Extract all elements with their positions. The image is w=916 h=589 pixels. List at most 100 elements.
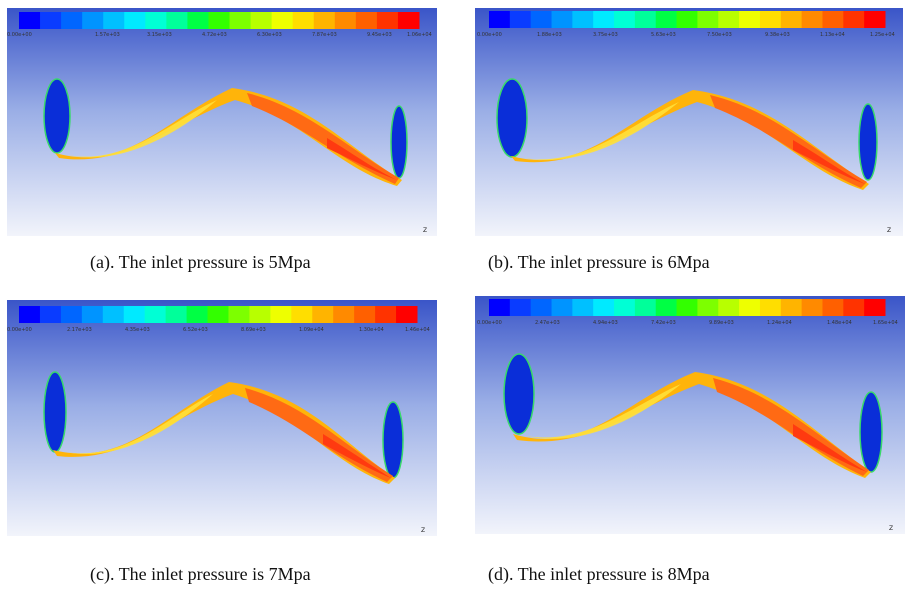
colorbar-tick: 0.00e+00: [7, 32, 32, 38]
colorbar-tick: 6.30e+03: [257, 32, 282, 38]
colorbar-swatch: [313, 12, 336, 29]
background: [7, 300, 437, 536]
colorbar-swatch: [530, 11, 553, 28]
inlet-face: [496, 78, 528, 158]
colorbar-swatch: [187, 12, 209, 29]
channel-highlight: [523, 102, 679, 161]
caption-c: (c). The inlet pressure is 7Mpa: [90, 564, 311, 584]
outlet-face: [390, 105, 408, 179]
contour-panel-b: 0.00e+00 1.88e+03 3.75e+03 5.63e+03 7.50…: [475, 8, 903, 236]
colorbar-swatch: [822, 299, 844, 316]
contour-panel-d: 0.00e+00 2.47e+03 4.94e+03 7.42e+03 9.89…: [475, 296, 905, 534]
colorbar-swatch: [572, 11, 594, 28]
channel-peak-pressure: [793, 140, 865, 184]
colorbar-tick: 1.24e+04: [767, 320, 792, 326]
colorbar-swatch: [843, 299, 865, 316]
colorbar-swatch: [759, 11, 782, 28]
contour-panel-c: 0.00e+00 2.17e+03 4.35e+03 6.52e+03 8.69…: [7, 300, 437, 536]
colorbar-tick-labels: 0.00e+00 2.47e+03 4.94e+03 7.42e+03 9.89…: [477, 320, 898, 326]
outlet-face: [859, 391, 883, 473]
caption-b: (b). The inlet pressure is 6Mpa: [488, 252, 710, 272]
colorbar-tick: 1.13e+04: [820, 32, 845, 38]
colorbar-swatch: [61, 12, 83, 29]
colorbar-tick: 7.50e+03: [707, 32, 732, 38]
outlet-face: [858, 103, 878, 181]
flow-model: [43, 371, 404, 484]
colorbar-swatch: [376, 12, 399, 29]
background: [475, 296, 905, 534]
colorbar-swatch: [718, 299, 740, 316]
colorbar-tick-labels: 0.00e+00 1.88e+03 3.75e+03 5.63e+03 7.50…: [477, 32, 895, 38]
colorbar-swatch: [250, 12, 273, 29]
colorbar-swatch: [145, 12, 167, 29]
channel-highlight: [65, 394, 213, 455]
inlet-face: [503, 353, 535, 435]
colorbar-tick: 3.15e+03: [147, 32, 172, 38]
axis-marker: Z: [421, 527, 425, 534]
colorbar-swatch: [397, 12, 420, 29]
colorbar-swatch: [292, 12, 315, 29]
colorbar-tick: 4.35e+03: [125, 327, 150, 333]
colorbar: [19, 12, 420, 29]
channel-highlight: [525, 384, 681, 439]
colorbar-swatch: [186, 306, 209, 323]
colorbar-tick: 9.45e+03: [367, 32, 392, 38]
colorbar-swatch: [614, 299, 636, 316]
colorbar-swatch: [593, 299, 615, 316]
colorbar-tick: 7.42e+03: [651, 320, 676, 326]
colorbar-swatch: [864, 11, 886, 28]
colorbar-tick: 1.48e+04: [827, 320, 852, 326]
colorbar-swatch: [489, 299, 511, 316]
colorbar-swatch: [489, 11, 511, 28]
colorbar-tick-labels: 0.00e+00 2.17e+03 4.35e+03 6.52e+03 8.69…: [7, 327, 430, 333]
colorbar-tick: 0.00e+00: [477, 320, 502, 326]
colorbar-tick: 4.72e+03: [202, 32, 227, 38]
colorbar-swatch: [655, 299, 678, 316]
colorbar-swatch: [864, 299, 886, 316]
colorbar: [489, 299, 886, 316]
colorbar-swatch: [355, 12, 378, 29]
colorbar-swatch: [354, 306, 376, 323]
colorbar-swatch: [634, 299, 657, 316]
colorbar-tick: 8.69e+03: [241, 327, 266, 333]
colorbar-tick: 5.63e+03: [651, 32, 676, 38]
colorbar-tick: 0.00e+00: [477, 32, 502, 38]
colorbar-swatch: [780, 299, 803, 316]
colorbar-swatch: [229, 12, 252, 29]
colorbar-swatch: [843, 11, 865, 28]
colorbar-tick: 4.94e+03: [593, 320, 618, 326]
inlet-face: [43, 78, 71, 154]
colorbar-swatch: [614, 11, 636, 28]
colorbar-swatch: [697, 299, 719, 316]
colorbar-swatch: [530, 299, 553, 316]
colorbar-swatch: [208, 12, 231, 29]
colorbar-swatch: [634, 11, 657, 28]
colorbar-swatch: [124, 12, 146, 29]
colorbar-swatch: [509, 11, 532, 28]
contour-panel-a: 0.00e+00 1.57e+03 3.15e+03 4.72e+03 6.30…: [7, 8, 437, 236]
colorbar-swatch: [60, 306, 83, 323]
colorbar-tick: 9.38e+03: [765, 32, 790, 38]
inlet-face: [43, 371, 67, 453]
background: [7, 8, 437, 236]
colorbar-swatch: [19, 306, 41, 323]
colorbar-swatch: [207, 306, 229, 323]
caption-a: (a). The inlet pressure is 5Mpa: [90, 252, 311, 272]
colorbar-swatch: [375, 306, 397, 323]
colorbar-swatch: [551, 299, 573, 316]
colorbar-tick: 3.75e+03: [593, 32, 618, 38]
axis-marker: Z: [887, 227, 891, 234]
colorbar-swatch: [759, 299, 782, 316]
colorbar-swatch: [739, 299, 761, 316]
colorbar-tick: 2.47e+03: [535, 320, 560, 326]
colorbar-tick: 1.09e+04: [299, 327, 324, 333]
colorbar-swatch: [312, 306, 334, 323]
channel-peak-pressure: [323, 434, 391, 478]
colorbar-swatch: [822, 11, 844, 28]
colorbar-swatch: [166, 12, 188, 29]
colorbar-tick: 1.57e+03: [95, 32, 120, 38]
channel-peak-pressure: [793, 424, 867, 472]
caption-d: (d). The inlet pressure is 8Mpa: [488, 564, 710, 584]
colorbar: [19, 306, 418, 323]
colorbar-tick: 0.00e+00: [7, 327, 32, 333]
